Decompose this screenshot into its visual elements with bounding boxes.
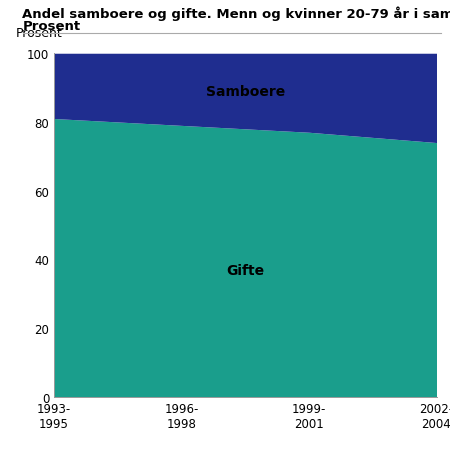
Text: Prosent: Prosent (16, 28, 63, 41)
Text: Andel samboere og gifte. Menn og kvinner 20-79 år i samliv. 1993-2004.: Andel samboere og gifte. Menn og kvinner… (22, 7, 450, 21)
Text: Gifte: Gifte (226, 263, 264, 277)
Text: Samboere: Samboere (206, 85, 285, 99)
Text: Prosent: Prosent (22, 20, 81, 33)
